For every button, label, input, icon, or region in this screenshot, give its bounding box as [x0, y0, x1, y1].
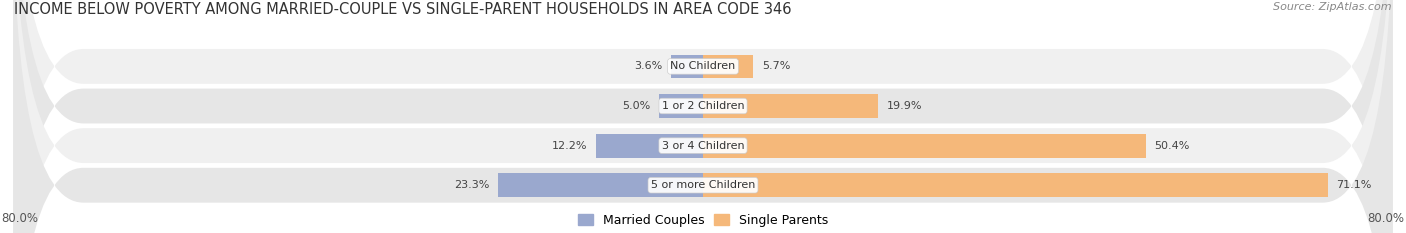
Text: 71.1%: 71.1%: [1337, 180, 1372, 190]
Text: 80.0%: 80.0%: [1368, 212, 1405, 225]
Text: 5.0%: 5.0%: [621, 101, 650, 111]
Bar: [672, 55, 703, 78]
Bar: [703, 94, 877, 118]
Text: 80.0%: 80.0%: [1, 212, 38, 225]
FancyBboxPatch shape: [13, 0, 1393, 233]
Text: 23.3%: 23.3%: [454, 180, 489, 190]
Text: Source: ZipAtlas.com: Source: ZipAtlas.com: [1274, 2, 1392, 12]
Bar: [703, 55, 754, 78]
Bar: [703, 134, 1146, 158]
Bar: [498, 173, 703, 197]
Legend: Married Couples, Single Parents: Married Couples, Single Parents: [578, 214, 828, 227]
Text: 5.7%: 5.7%: [762, 62, 790, 71]
Text: 3.6%: 3.6%: [634, 62, 662, 71]
Text: 1 or 2 Children: 1 or 2 Children: [662, 101, 744, 111]
FancyBboxPatch shape: [13, 0, 1393, 233]
Text: 19.9%: 19.9%: [887, 101, 922, 111]
Text: 12.2%: 12.2%: [551, 141, 588, 151]
FancyBboxPatch shape: [13, 0, 1393, 233]
Bar: [703, 173, 1327, 197]
Bar: [596, 134, 703, 158]
Text: INCOME BELOW POVERTY AMONG MARRIED-COUPLE VS SINGLE-PARENT HOUSEHOLDS IN AREA CO: INCOME BELOW POVERTY AMONG MARRIED-COUPL…: [14, 2, 792, 17]
Text: 3 or 4 Children: 3 or 4 Children: [662, 141, 744, 151]
FancyBboxPatch shape: [13, 0, 1393, 233]
Bar: [659, 94, 703, 118]
Text: 50.4%: 50.4%: [1154, 141, 1189, 151]
Text: 5 or more Children: 5 or more Children: [651, 180, 755, 190]
Text: No Children: No Children: [671, 62, 735, 71]
